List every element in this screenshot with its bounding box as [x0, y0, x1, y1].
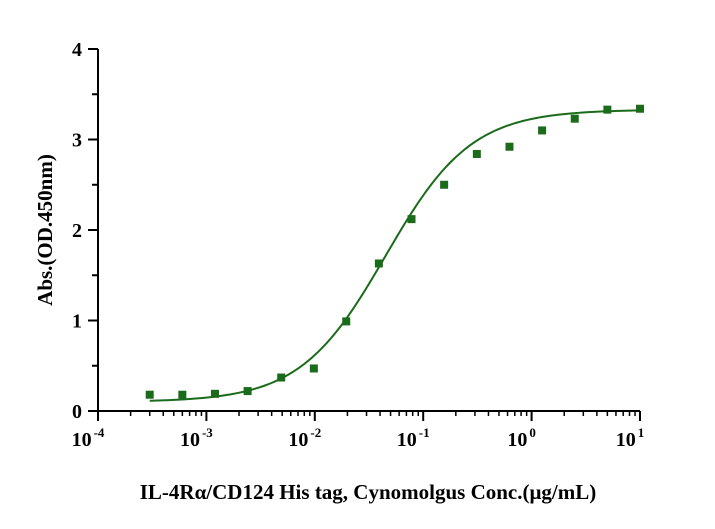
- x-tick-label: 10 -1: [397, 425, 430, 451]
- y-tick-label: 0: [72, 401, 82, 423]
- data-point: [538, 126, 547, 135]
- data-point: [472, 149, 481, 158]
- plot-area: 0 1 2 3 4 10 -4 10 -3 10 -2 10 -1 10 0 10 1: [72, 39, 645, 451]
- data-point: [374, 259, 383, 268]
- x-ticks: 10 -4 10 -3 10 -2 10 -1 10 0 10 1: [72, 411, 645, 451]
- fit-curve: [149, 109, 641, 402]
- x-tick-label: 10 -2: [288, 425, 321, 451]
- x-tick-label: 10 1: [616, 425, 645, 451]
- data-point: [636, 104, 644, 113]
- data-point: [145, 390, 154, 399]
- data-point: [440, 180, 449, 189]
- x-tick-label: 10 -3: [180, 425, 213, 451]
- x-axis-title: IL-4Rα/CD124 His tag, Cynomolgus Conc.(μ…: [140, 480, 596, 504]
- data-point: [342, 317, 351, 326]
- data-point: [210, 389, 219, 398]
- data-point: [243, 387, 252, 396]
- data-point: [570, 114, 579, 123]
- y-tick-label: 3: [72, 130, 82, 152]
- y-tick-label: 4: [72, 39, 82, 61]
- y-tick-label: 1: [72, 311, 82, 333]
- data-point: [309, 364, 318, 373]
- y-axis-title: Abs.(OD.450nm): [33, 154, 57, 306]
- y-tick-label: 2: [72, 220, 82, 242]
- data-point: [505, 142, 514, 151]
- data-point: [178, 390, 187, 399]
- x-tick-label: 10 -4: [72, 425, 105, 451]
- data-point: [603, 105, 612, 114]
- data-points: [145, 104, 644, 399]
- data-point: [407, 215, 416, 224]
- x-tick-label: 10 0: [507, 425, 536, 451]
- data-point: [277, 373, 286, 382]
- y-ticks: 0 1 2 3 4: [72, 39, 98, 423]
